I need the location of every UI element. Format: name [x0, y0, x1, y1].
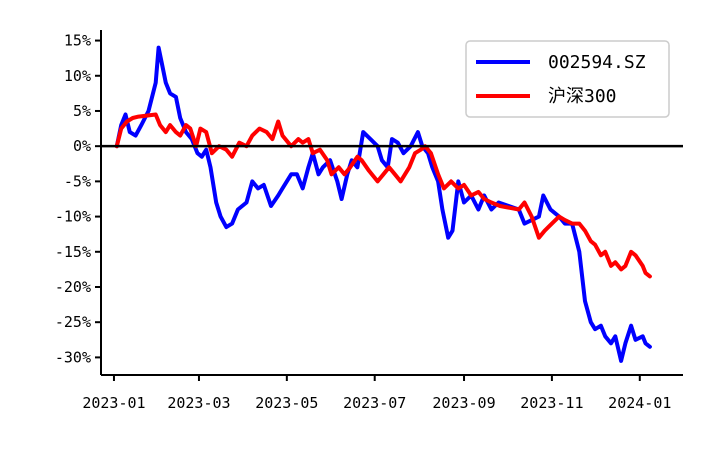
x-tick-label: 2023-01 [82, 394, 145, 412]
x-tick-label: 2023-09 [432, 394, 495, 412]
x-tick-label: 2024-01 [608, 394, 671, 412]
legend-label-2: 沪深300 [548, 86, 617, 107]
x-axis-ticks: 2023-01 2023-03 2023-05 2023-07 2023-09 2023-… [82, 375, 671, 412]
y-tick-label: -25% [55, 313, 91, 331]
legend: 002594.SZ 沪深300 [465, 40, 670, 118]
axes-layer: 15% 10% 5% 0% -5% -10% -15% -20% -25% -30% 2023-0… [55, 30, 683, 412]
y-tick-label: -5% [64, 172, 91, 190]
y-tick-label: 0% [73, 137, 91, 155]
y-tick-label: 15% [64, 32, 91, 50]
y-tick-label: -20% [55, 278, 91, 296]
legend-items: 002594.SZ 沪深300 [476, 52, 646, 107]
series-layer [114, 45, 652, 363]
x-tick-label: 2023-03 [167, 394, 230, 412]
y-tick-label: -30% [55, 348, 91, 366]
y-tick-label: 10% [64, 67, 91, 85]
x-tick-label: 2023-07 [343, 394, 406, 412]
x-tick-label: 2023-05 [255, 394, 318, 412]
series-line-2 [114, 112, 652, 279]
y-tick-label: 5% [73, 102, 91, 120]
y-tick-label: -10% [55, 208, 91, 226]
y-tick-label: -15% [55, 243, 91, 261]
x-tick-label: 2023-11 [520, 394, 583, 412]
y-axis-ticks: 15% 10% 5% 0% -5% -10% -15% -20% -25% -30% [55, 32, 101, 366]
legend-label-1: 002594.SZ [548, 52, 646, 73]
